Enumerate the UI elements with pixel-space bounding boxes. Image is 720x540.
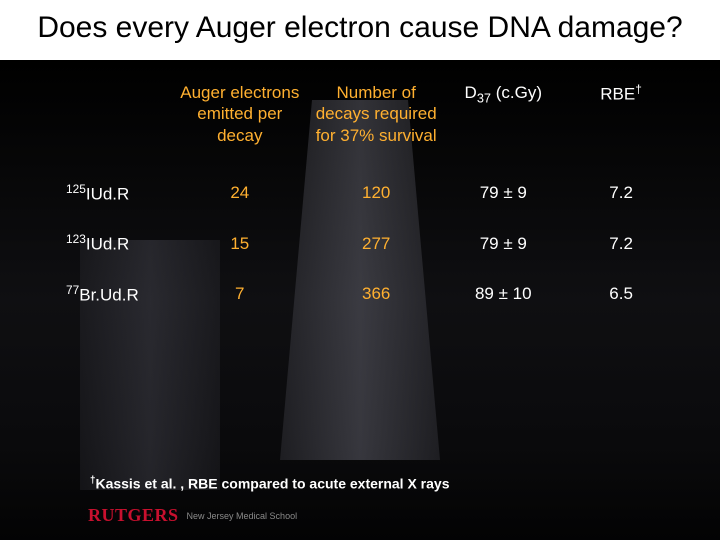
table-row: 123IUd.R 15 277 79 ± 9 7.2 xyxy=(60,218,680,269)
isotope-mass: 77 xyxy=(66,283,79,297)
header-rbe: RBE† xyxy=(562,78,680,168)
table-header-row: Auger electrons emitted per decay Number… xyxy=(60,78,680,168)
rutgers-logo-text: RUTGERS xyxy=(88,505,179,526)
d37-suffix: (c.Gy) xyxy=(491,83,542,102)
header-auger-electrons: Auger electrons emitted per decay xyxy=(172,78,308,168)
header-d37: D37 (c.Gy) xyxy=(444,78,562,168)
header-decays-survival: Number of decays required for 37% surviv… xyxy=(308,78,444,168)
footnote-text: Kassis et al. , RBE compared to acute ex… xyxy=(95,476,449,492)
cell-auger: 15 xyxy=(172,218,308,269)
rutgers-subtext: New Jersey Medical School xyxy=(187,511,298,521)
cell-rbe: 7.2 xyxy=(562,218,680,269)
footnote: †Kassis et al. , RBE compared to acute e… xyxy=(90,475,450,492)
row-label: 77Br.Ud.R xyxy=(60,269,172,320)
row-label: 123IUd.R xyxy=(60,218,172,269)
cell-d37: 79 ± 9 xyxy=(444,218,562,269)
data-table-container: Auger electrons emitted per decay Number… xyxy=(0,60,720,320)
cell-d37: 89 ± 10 xyxy=(444,269,562,320)
table-row: 125IUd.R 24 120 79 ± 9 7.2 xyxy=(60,168,680,219)
d37-sub: 37 xyxy=(477,90,491,105)
header-compound xyxy=(60,78,172,168)
cell-d37: 79 ± 9 xyxy=(444,168,562,219)
cell-decays: 120 xyxy=(308,168,444,219)
cell-rbe: 7.2 xyxy=(562,168,680,219)
isotope-compound: Br.Ud.R xyxy=(79,286,139,305)
table-row: 77Br.Ud.R 7 366 89 ± 10 6.5 xyxy=(60,269,680,320)
cell-decays: 277 xyxy=(308,218,444,269)
d37-prefix: D xyxy=(465,83,477,102)
logo-area: RUTGERS New Jersey Medical School xyxy=(88,505,297,526)
cell-rbe: 6.5 xyxy=(562,269,680,320)
isotope-compound: IUd.R xyxy=(86,235,129,254)
auger-data-table: Auger electrons emitted per decay Number… xyxy=(60,78,680,320)
isotope-compound: IUd.R xyxy=(86,184,129,203)
cell-auger: 7 xyxy=(172,269,308,320)
slide-title: Does every Auger electron cause DNA dama… xyxy=(20,10,700,46)
rbe-dagger: † xyxy=(635,82,642,96)
row-label: 125IUd.R xyxy=(60,168,172,219)
cell-auger: 24 xyxy=(172,168,308,219)
cell-decays: 366 xyxy=(308,269,444,320)
rbe-prefix: RBE xyxy=(600,85,635,104)
isotope-mass: 125 xyxy=(66,182,86,196)
isotope-mass: 123 xyxy=(66,232,86,246)
title-bar: Does every Auger electron cause DNA dama… xyxy=(0,0,720,60)
